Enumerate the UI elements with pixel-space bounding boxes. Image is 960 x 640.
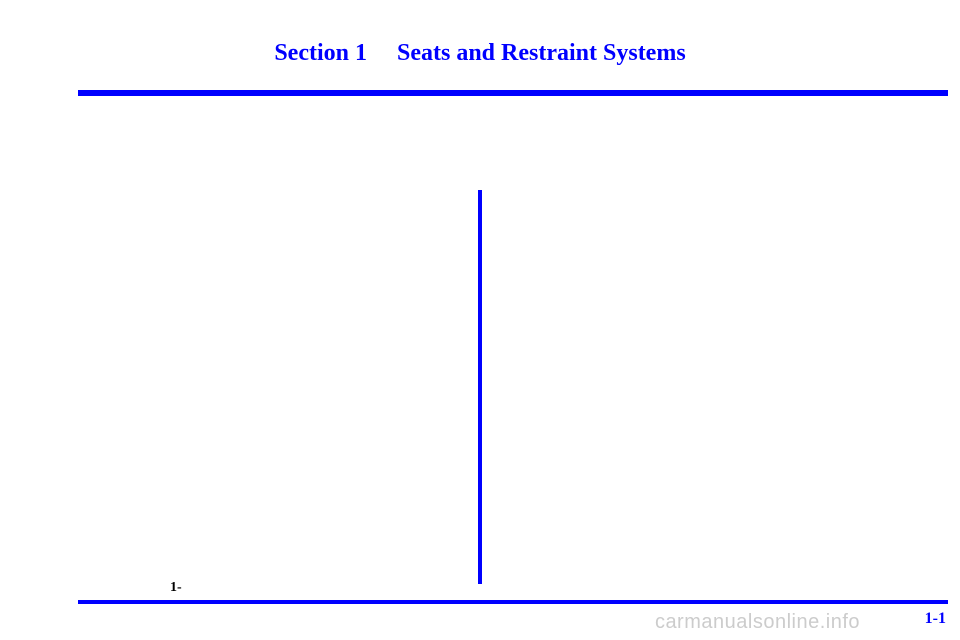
center-vertical-divider	[478, 190, 482, 584]
watermark-text: carmanualsonline.info	[655, 611, 860, 634]
page-marker-left: 1-	[170, 580, 182, 596]
page-number: 1-1	[925, 610, 946, 628]
section-label: Section 1	[274, 40, 367, 66]
section-header: Section 1 Seats and Restraint Systems	[0, 40, 960, 67]
bottom-horizontal-rule	[78, 600, 948, 604]
top-horizontal-rule	[78, 90, 948, 96]
section-title-text: Seats and Restraint Systems	[397, 40, 686, 66]
